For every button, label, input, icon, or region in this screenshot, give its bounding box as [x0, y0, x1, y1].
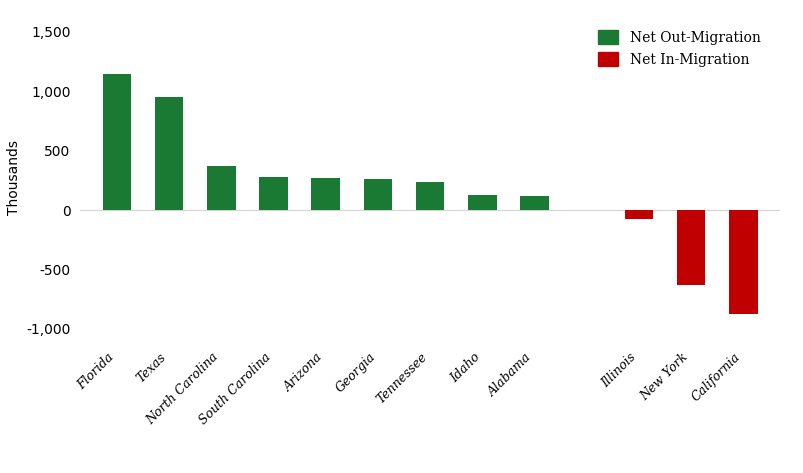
Bar — [363, 179, 392, 210]
Bar — [311, 178, 340, 210]
Bar — [415, 182, 444, 210]
Bar — [624, 210, 653, 219]
Bar — [155, 97, 183, 210]
Bar — [728, 210, 756, 314]
Bar — [520, 196, 548, 210]
Bar — [467, 194, 496, 210]
Bar — [206, 166, 235, 210]
Y-axis label: Thousands: Thousands — [6, 140, 21, 215]
Bar — [259, 177, 287, 210]
Bar — [676, 210, 704, 285]
Bar — [103, 73, 131, 210]
Legend: Net Out-Migration, Net In-Migration: Net Out-Migration, Net In-Migration — [591, 25, 765, 72]
